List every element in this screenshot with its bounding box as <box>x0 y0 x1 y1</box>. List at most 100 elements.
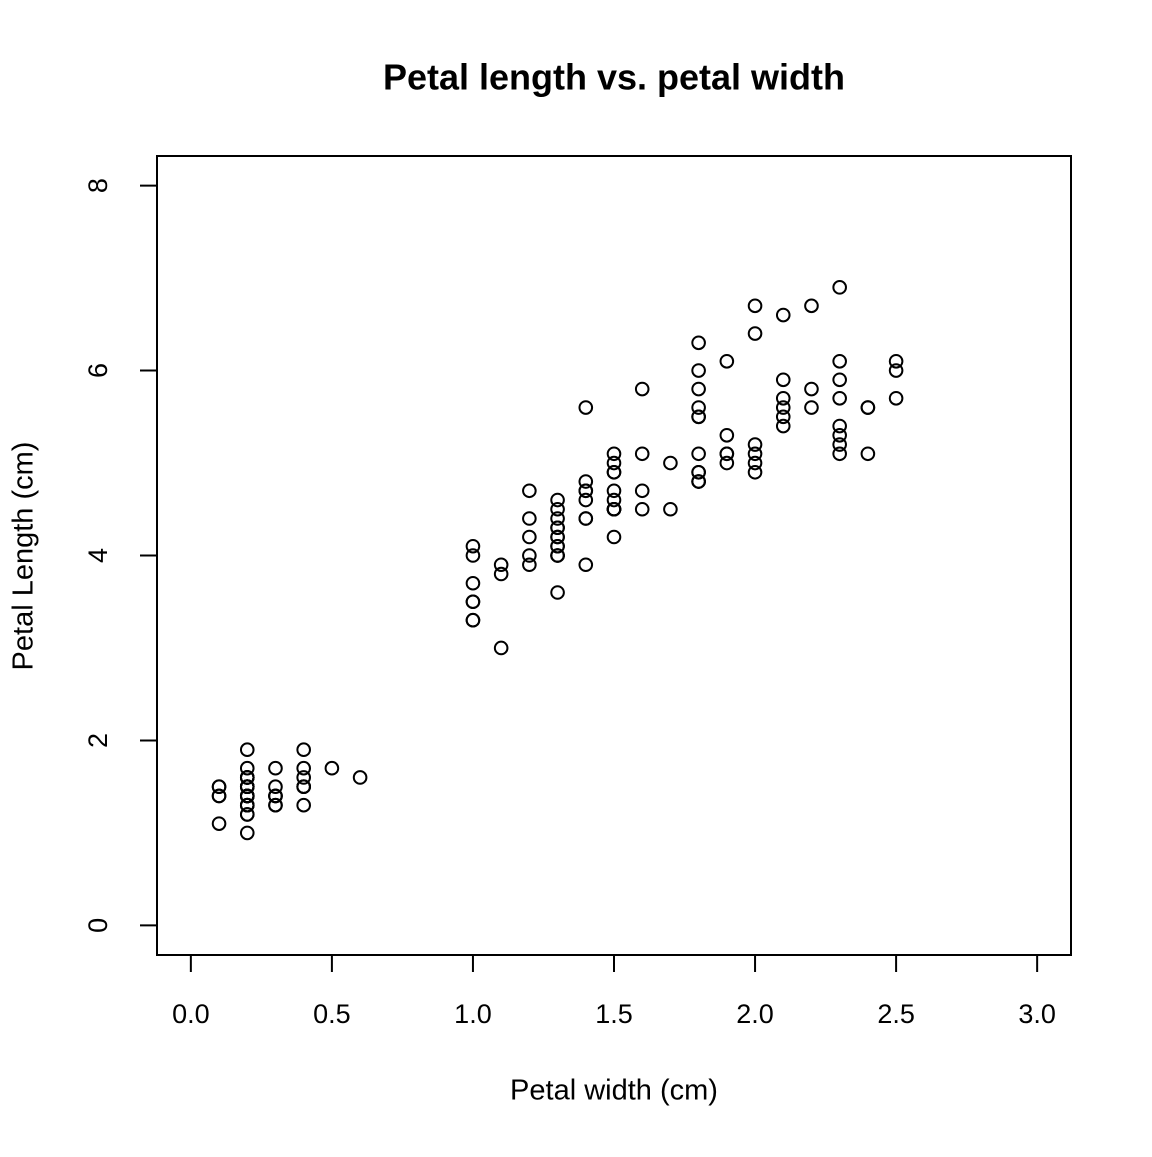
point <box>606 455 622 471</box>
point <box>493 640 509 656</box>
y-tick-label: 4 <box>83 548 113 563</box>
point <box>804 381 819 397</box>
point <box>747 446 763 462</box>
x-tick-label: 1.0 <box>454 999 492 1029</box>
point <box>239 788 255 804</box>
point <box>775 400 791 415</box>
point <box>465 548 481 563</box>
point <box>634 483 650 499</box>
point <box>578 511 594 526</box>
point <box>832 427 847 443</box>
point <box>747 437 763 452</box>
point <box>832 446 847 462</box>
point <box>606 446 622 462</box>
point <box>634 501 650 517</box>
point <box>296 779 311 794</box>
point <box>775 418 791 434</box>
point <box>663 501 678 517</box>
point <box>691 409 706 425</box>
point <box>550 529 565 545</box>
x-axis-label: Petal width (cm) <box>510 1075 718 1107</box>
point <box>606 492 622 508</box>
point <box>691 363 706 378</box>
point <box>663 455 678 471</box>
point <box>465 538 481 554</box>
y-tick-label: 2 <box>83 733 113 748</box>
point <box>775 307 791 323</box>
point <box>832 390 847 406</box>
point <box>550 538 565 554</box>
point <box>832 437 847 452</box>
point <box>888 353 904 369</box>
point <box>747 298 763 314</box>
point <box>352 770 368 785</box>
point <box>522 548 537 563</box>
point <box>493 557 509 573</box>
point <box>522 557 537 573</box>
point <box>268 779 283 794</box>
point <box>268 788 283 804</box>
point <box>550 511 565 526</box>
point <box>606 483 622 499</box>
point <box>860 446 876 462</box>
point <box>832 372 847 388</box>
point <box>522 483 537 499</box>
point <box>691 335 706 351</box>
point <box>860 400 876 415</box>
x-tick-label: 2.0 <box>736 999 774 1029</box>
point <box>211 788 227 804</box>
point <box>578 483 594 499</box>
point <box>804 400 819 415</box>
point <box>578 557 594 573</box>
point <box>719 455 735 471</box>
point <box>634 446 650 462</box>
point <box>691 464 706 480</box>
point <box>296 770 311 785</box>
point <box>832 280 847 295</box>
point <box>296 760 311 776</box>
point <box>493 566 509 582</box>
point <box>606 501 622 517</box>
point <box>606 464 622 480</box>
y-axis-label: Petal Length (cm) <box>8 442 40 671</box>
point <box>550 585 565 600</box>
point <box>832 418 847 434</box>
point <box>691 474 706 489</box>
point <box>578 492 594 508</box>
point <box>775 409 791 425</box>
point <box>888 363 904 378</box>
point <box>747 455 763 471</box>
point <box>832 353 847 369</box>
point <box>239 770 255 785</box>
x-tick-label: 0.5 <box>313 999 351 1029</box>
point <box>211 816 227 831</box>
point <box>719 427 735 443</box>
point <box>239 807 255 822</box>
x-tick-label: 1.5 <box>595 999 633 1029</box>
point <box>522 511 537 526</box>
point <box>691 446 706 462</box>
point <box>268 797 283 813</box>
point <box>719 353 735 369</box>
y-tick-label: 6 <box>83 363 113 378</box>
point <box>747 326 763 341</box>
point <box>296 797 311 813</box>
point <box>465 612 481 628</box>
x-tick-label: 0.0 <box>172 999 210 1029</box>
x-tick-label: 3.0 <box>1018 999 1056 1029</box>
point <box>522 529 537 545</box>
x-tick-label: 2.5 <box>877 999 915 1029</box>
point <box>634 381 650 397</box>
point <box>606 529 622 545</box>
point <box>550 520 565 536</box>
point <box>775 372 791 388</box>
point <box>239 797 255 813</box>
point <box>719 446 735 462</box>
point <box>465 594 481 610</box>
y-tick-label: 8 <box>83 178 113 193</box>
point <box>691 400 706 415</box>
point <box>239 825 255 841</box>
point <box>296 742 311 758</box>
